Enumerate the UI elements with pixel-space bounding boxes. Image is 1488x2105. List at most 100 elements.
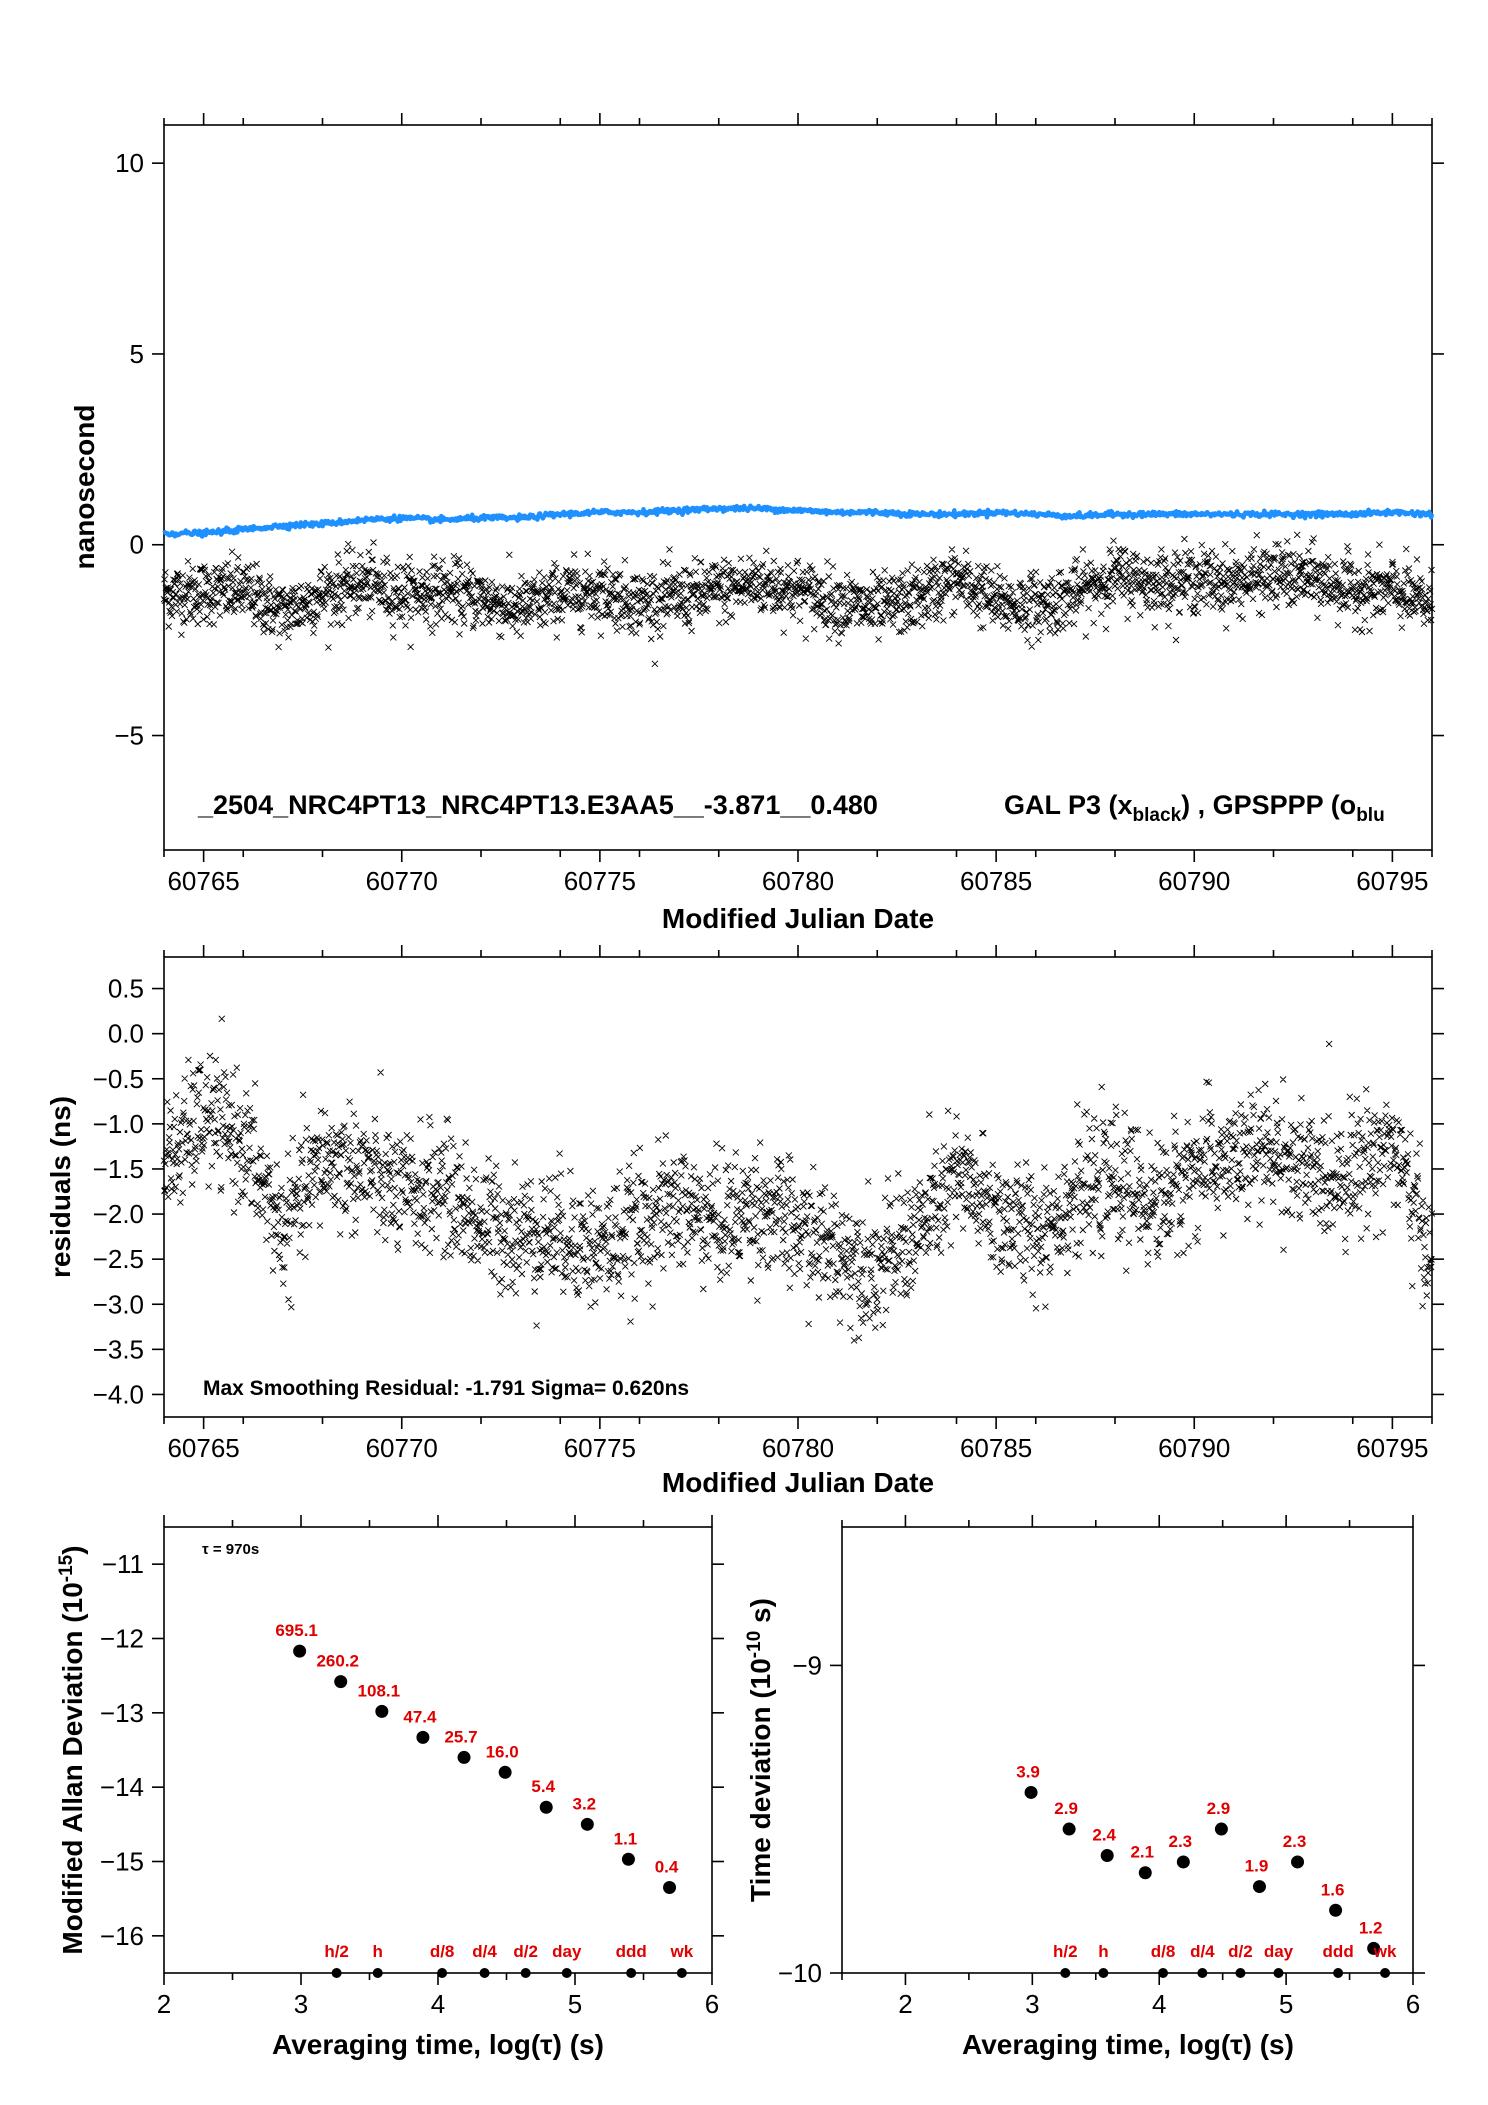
top-panel: 60765 60770 60775 60780 60785 60790 60795 −5 0 5 1… xyxy=(69,113,1444,934)
x-tick-label: 2 xyxy=(898,1989,912,2019)
y-tick-label: −5 xyxy=(114,721,144,751)
deviation-point xyxy=(375,1704,389,1718)
top-data xyxy=(160,503,1436,668)
sample-count-label: 2.3 xyxy=(1169,1832,1193,1851)
y-tick-label: −3.0 xyxy=(93,1289,144,1319)
interval-marker-label: d/2 xyxy=(513,1942,538,1961)
y-tick-label: −9 xyxy=(792,1650,822,1680)
x-tick-label: 60780 xyxy=(762,1433,834,1463)
x-tick-label: 4 xyxy=(431,1989,445,2019)
interval-marker xyxy=(676,1968,687,1978)
sample-count-label: 1.6 xyxy=(1321,1880,1345,1899)
sample-count-label: 3.2 xyxy=(573,1794,597,1813)
sample-count-label: 2.3 xyxy=(1283,1832,1307,1851)
mdev-plot-frame xyxy=(163,1526,713,1974)
x-tick-label: 60785 xyxy=(960,1433,1032,1463)
legend-sub-blue: blu xyxy=(1356,805,1385,826)
x-tick-label: 60765 xyxy=(167,866,239,896)
y-tick-label: 10 xyxy=(115,148,144,178)
x-tick-label: 6 xyxy=(1406,1989,1420,2019)
interval-marker-label: h/2 xyxy=(1053,1942,1078,1961)
sample-count-label: 5.4 xyxy=(531,1777,555,1796)
deviation-point xyxy=(1367,1941,1381,1955)
x-marker-series xyxy=(160,1015,1436,1344)
tdev-panel: 2 3 4 5 6 −9 −10 3.9 2.9 2.4 2.1 2.3 2.9 1.9 2.3 1.6 1.… xyxy=(744,1515,1425,2060)
interval-marker xyxy=(561,1968,572,1978)
y-tick-label: −12 xyxy=(100,1624,144,1654)
y-tick-label: −0.5 xyxy=(93,1064,144,1094)
deviation-point xyxy=(1176,1855,1190,1869)
gpsppp-series-line xyxy=(162,503,1435,539)
deviation-point xyxy=(621,1852,635,1866)
sample-count-label: 1.2 xyxy=(1359,1918,1383,1937)
y-tick-label: −15 xyxy=(100,1847,144,1877)
x-tick-label: 5 xyxy=(1279,1989,1293,2019)
sample-count-label: 16.0 xyxy=(486,1742,519,1761)
y-tick-label: −14 xyxy=(100,1772,144,1802)
middle-y-axis-title: residuals (ns) xyxy=(45,1096,76,1278)
sample-count-label: 108.1 xyxy=(358,1681,401,1700)
interval-marker-label: wk xyxy=(670,1942,694,1961)
mdev-y-axis-title: Modified Allan Deviation (10-15) xyxy=(56,1545,88,1954)
tau-note: τ = 970s xyxy=(202,1541,259,1558)
x-marker-series xyxy=(160,531,1436,668)
x-tick-label: 60790 xyxy=(1158,1433,1230,1463)
y-tick-label: −2.5 xyxy=(93,1244,144,1274)
interval-marker-label: ddd xyxy=(1323,1942,1354,1961)
interval-marker xyxy=(1273,1968,1284,1978)
top-dataset-annotation: _2504_NRC4PT13_NRC4PT13.E3AA5__-3.871__0… xyxy=(197,790,878,820)
sample-count-label: 1.1 xyxy=(614,1829,638,1848)
x-tick-label: 60790 xyxy=(1158,866,1230,896)
sample-count-label: 2.9 xyxy=(1207,1799,1231,1818)
x-tick-label: 60770 xyxy=(366,866,438,896)
top-x-axis-title: Modified Julian Date xyxy=(662,903,934,934)
tdev-ylabel-end: s) xyxy=(745,1598,776,1631)
tdev-y-axis-title: Time deviation (10-10 s) xyxy=(744,1598,776,1902)
x-tick-label: 3 xyxy=(1025,1989,1039,2019)
deviation-point xyxy=(1138,1866,1152,1880)
y-tick-label: −2.0 xyxy=(93,1199,144,1229)
deviation-point xyxy=(1100,1849,1114,1863)
sample-count-label: 25.7 xyxy=(444,1727,477,1746)
top-legend: GAL P3 (xblack) , GPSPPP (oblu xyxy=(1004,790,1385,826)
mdev-ylabel-end: ) xyxy=(57,1545,88,1554)
interval-marker xyxy=(1235,1968,1246,1978)
deviation-point xyxy=(1291,1855,1305,1869)
deviation-point xyxy=(457,1750,471,1764)
interval-marker-label: day xyxy=(1264,1942,1294,1961)
y-tick-label: −3.5 xyxy=(93,1334,144,1364)
deviation-point xyxy=(580,1817,594,1831)
middle-panel: 60765 60770 60775 60780 60785 60790 60795 0.5 0.… xyxy=(45,945,1444,1498)
x-tick-label: 2 xyxy=(157,1989,171,2019)
x-tick-label: 60780 xyxy=(762,866,834,896)
interval-marker-label: d/2 xyxy=(1228,1942,1253,1961)
middle-x-axis-title: Modified Julian Date xyxy=(662,1467,934,1498)
top-plot-frame xyxy=(163,124,1433,851)
sample-count-label: 2.9 xyxy=(1054,1799,1078,1818)
y-tick-label: −1.5 xyxy=(93,1154,144,1184)
interval-marker xyxy=(626,1968,637,1978)
tdev-data: 3.9 2.9 2.4 2.1 2.3 2.9 1.9 2.3 1.6 1.2 h/2 h d/8 d/4… xyxy=(1016,1762,1397,1978)
legend-sub-black: black xyxy=(1133,805,1182,826)
deviation-point xyxy=(416,1730,430,1744)
y-tick-label: 0.5 xyxy=(108,974,144,1004)
deviation-point xyxy=(1252,1880,1266,1894)
interval-marker-label: day xyxy=(552,1942,582,1961)
interval-marker xyxy=(437,1968,448,1978)
y-tick-label: −4.0 xyxy=(93,1379,144,1409)
tdev-ticks: 2 3 4 5 6 −9 −10 xyxy=(778,1515,1425,2019)
x-tick-label: 60775 xyxy=(564,866,636,896)
mdev-ylabel-main: Modified Allan Deviation (10 xyxy=(57,1582,88,1954)
top-ticks: 60765 60770 60775 60780 60785 60790 60795 −5 0 5 1… xyxy=(114,113,1444,896)
deviation-point xyxy=(539,1800,553,1814)
x-tick-label: 3 xyxy=(294,1989,308,2019)
x-tick-label: 5 xyxy=(568,1989,582,2019)
tdev-x-axis-title: Averaging time, log(τ) (s) xyxy=(962,2029,1294,2060)
tdev-ylabel-exponent: -10 xyxy=(744,1631,765,1658)
mdev-data: 695.1 260.2 108.147.4 25.7 16.0 5.4 3.2 1.1 0.4 h… xyxy=(275,1621,694,1978)
sample-count-label: 47.4 xyxy=(403,1707,437,1726)
sample-count-label: 695.1 xyxy=(275,1621,318,1640)
interval-marker-label: ddd xyxy=(616,1942,647,1961)
deviation-point xyxy=(1214,1822,1228,1836)
